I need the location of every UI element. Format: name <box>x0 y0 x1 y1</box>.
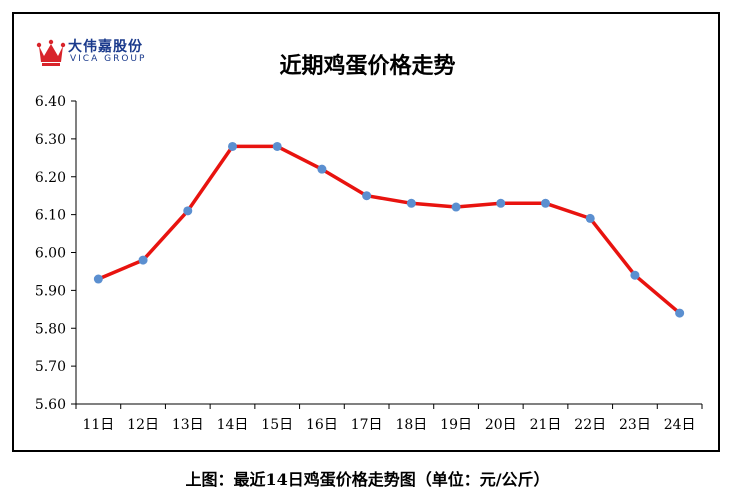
x-tick-label: 11日 <box>82 417 114 433</box>
data-point <box>675 308 685 318</box>
y-tick-label: 6.00 <box>35 246 66 262</box>
data-point <box>93 274 103 284</box>
data-point <box>317 164 327 174</box>
series-line <box>97 144 681 315</box>
company-logo: 大伟嘉股份 VICA GROUP <box>36 36 176 70</box>
data-point <box>496 198 506 208</box>
x-tick-label: 24日 <box>664 417 696 433</box>
y-tick-label: 6.20 <box>35 170 66 186</box>
y-tick-label: 6.10 <box>35 208 66 224</box>
data-point <box>541 198 550 208</box>
y-tick-label: 5.60 <box>35 397 66 413</box>
x-tick-label: 14日 <box>217 417 249 433</box>
chart-title: 近期鸡蛋价格走势 <box>279 53 456 79</box>
data-point <box>451 202 461 212</box>
x-tick-label: 15日 <box>261 417 293 433</box>
x-tick-label: 22日 <box>574 417 606 433</box>
logo-name-en: VICA GROUP <box>70 54 147 64</box>
x-tick-label: 13日 <box>172 417 204 433</box>
y-tick-label: 6.40 <box>35 94 66 110</box>
logo-name-cn: 大伟嘉股份 <box>68 39 143 55</box>
crown-icon <box>36 39 66 66</box>
x-tick-label: 16日 <box>306 417 338 433</box>
chart-caption: 上图：最近14日鸡蛋价格走势图（单位：元/公斤） <box>185 470 550 489</box>
data-point <box>228 141 237 151</box>
x-tick-label: 21日 <box>530 417 562 433</box>
y-tick-label: 5.90 <box>35 283 66 299</box>
y-tick-label: 6.30 <box>35 132 66 148</box>
data-point <box>183 206 193 216</box>
data-point <box>406 198 416 208</box>
x-tick-label: 19日 <box>440 417 472 433</box>
x-tick-label: 23日 <box>619 417 651 433</box>
y-tick-label: 5.80 <box>35 321 66 337</box>
x-tick-label: 12日 <box>127 417 159 433</box>
x-tick-label: 17日 <box>351 417 383 433</box>
data-point <box>362 191 372 201</box>
data-point <box>585 213 595 223</box>
x-tick-label: 20日 <box>485 417 517 433</box>
x-tick-label: 18日 <box>395 417 427 433</box>
data-point <box>272 141 282 151</box>
y-tick-label: 5.70 <box>35 359 66 375</box>
data-point <box>138 255 148 265</box>
data-point <box>630 270 640 280</box>
